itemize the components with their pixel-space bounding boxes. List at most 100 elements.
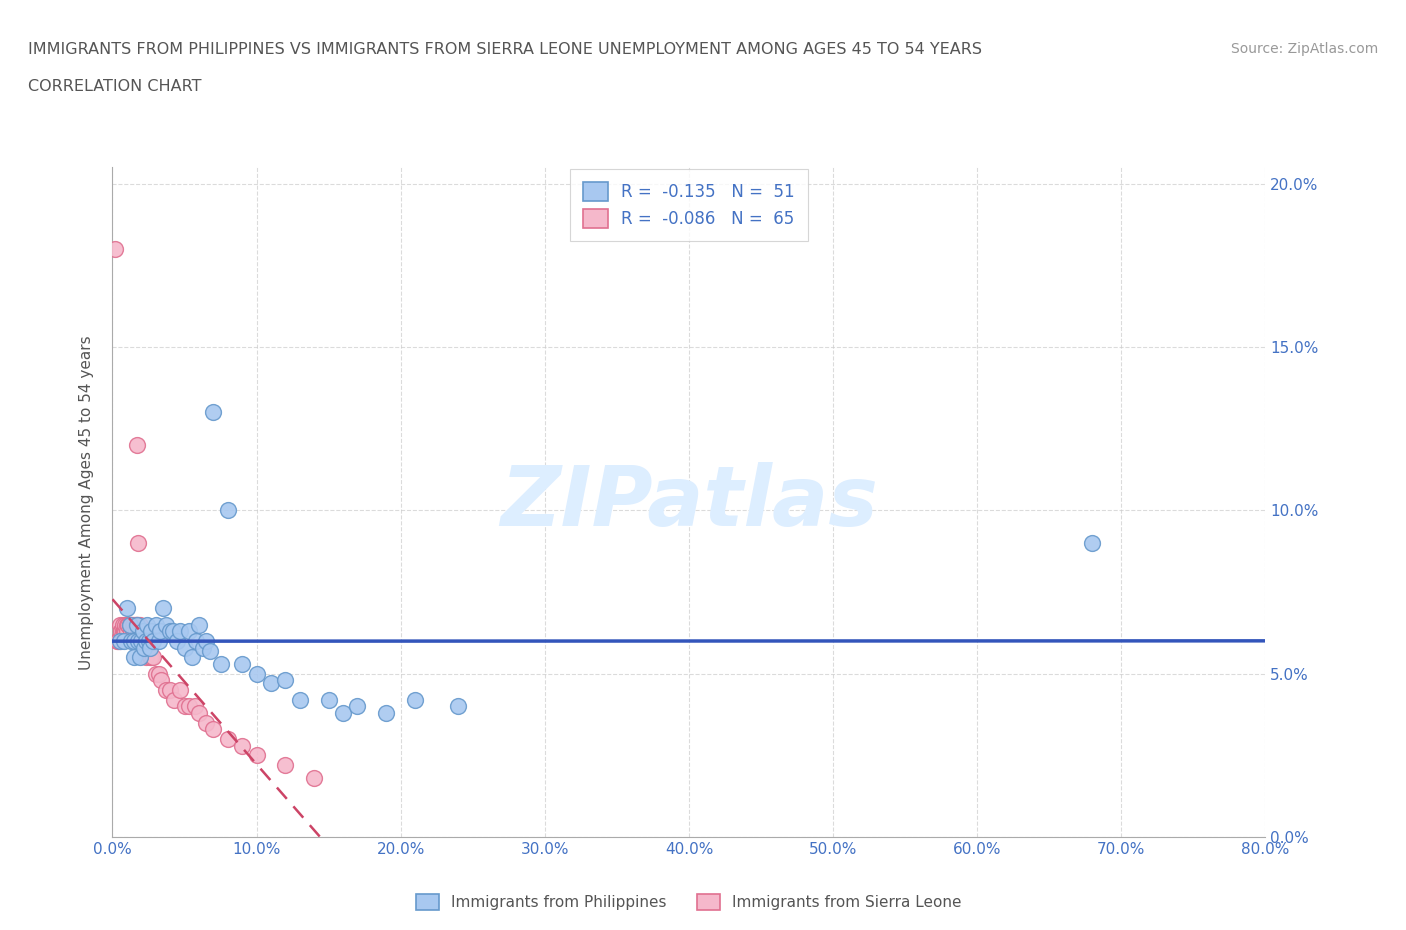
Point bbox=[110, 624, 132, 639]
Point bbox=[112, 633, 135, 648]
Point bbox=[1081, 536, 1104, 551]
Point bbox=[138, 640, 160, 655]
Point bbox=[120, 618, 142, 632]
Point bbox=[288, 692, 311, 707]
Point bbox=[177, 624, 200, 639]
Text: CORRELATION CHART: CORRELATION CHART bbox=[28, 79, 201, 94]
Point bbox=[209, 657, 232, 671]
Point bbox=[173, 640, 195, 655]
Point bbox=[134, 640, 156, 655]
Point bbox=[141, 624, 163, 639]
Point bbox=[193, 640, 215, 655]
Point bbox=[112, 624, 135, 639]
Point bbox=[155, 683, 177, 698]
Point bbox=[115, 601, 138, 616]
Point bbox=[135, 650, 157, 665]
Point bbox=[104, 242, 127, 257]
Point bbox=[138, 633, 160, 648]
Point bbox=[121, 624, 143, 639]
Point bbox=[129, 633, 153, 648]
Point bbox=[150, 672, 173, 687]
Point bbox=[115, 624, 138, 639]
Point bbox=[120, 624, 142, 639]
Point bbox=[127, 633, 149, 648]
Point bbox=[115, 618, 138, 632]
Point bbox=[145, 618, 167, 632]
Point bbox=[134, 633, 156, 648]
Point bbox=[245, 748, 267, 763]
Point bbox=[231, 657, 253, 671]
Point bbox=[127, 618, 149, 632]
Point bbox=[139, 650, 162, 665]
Point bbox=[142, 650, 165, 665]
Point bbox=[195, 633, 218, 648]
Point bbox=[346, 699, 368, 714]
Point bbox=[184, 633, 207, 648]
Point bbox=[139, 640, 162, 655]
Point bbox=[135, 633, 157, 648]
Point bbox=[148, 666, 170, 681]
Point bbox=[122, 624, 145, 639]
Point bbox=[169, 683, 191, 698]
Y-axis label: Unemployment Among Ages 45 to 54 years: Unemployment Among Ages 45 to 54 years bbox=[79, 335, 94, 670]
Point bbox=[200, 644, 222, 658]
Point bbox=[202, 405, 225, 419]
Point bbox=[108, 618, 131, 632]
Point bbox=[125, 618, 148, 632]
Point bbox=[332, 706, 354, 721]
Point bbox=[111, 618, 134, 632]
Point bbox=[127, 536, 149, 551]
Point bbox=[114, 618, 136, 632]
Point bbox=[136, 618, 159, 632]
Point bbox=[177, 699, 200, 714]
Point bbox=[124, 618, 146, 632]
Point bbox=[149, 624, 172, 639]
Point bbox=[231, 738, 253, 753]
Point bbox=[121, 618, 143, 632]
Point bbox=[111, 624, 134, 639]
Point bbox=[245, 666, 267, 681]
Point bbox=[141, 650, 163, 665]
Point bbox=[304, 771, 326, 786]
Point bbox=[180, 650, 202, 665]
Point bbox=[122, 633, 145, 648]
Point bbox=[129, 624, 153, 639]
Point bbox=[108, 633, 131, 648]
Point bbox=[447, 699, 470, 714]
Point bbox=[128, 624, 150, 639]
Point bbox=[217, 503, 239, 518]
Point bbox=[274, 758, 297, 773]
Point bbox=[110, 624, 132, 639]
Point bbox=[128, 650, 150, 665]
Point bbox=[169, 624, 191, 639]
Point bbox=[188, 618, 211, 632]
Text: Source: ZipAtlas.com: Source: ZipAtlas.com bbox=[1230, 42, 1378, 56]
Point bbox=[117, 618, 139, 632]
Point bbox=[195, 715, 218, 730]
Point bbox=[145, 666, 167, 681]
Point bbox=[142, 633, 165, 648]
Point bbox=[125, 618, 148, 632]
Point bbox=[217, 732, 239, 747]
Point bbox=[159, 683, 181, 698]
Point bbox=[173, 699, 195, 714]
Text: ZIPatlas: ZIPatlas bbox=[501, 461, 877, 543]
Point bbox=[124, 624, 146, 639]
Point bbox=[375, 706, 398, 721]
Point bbox=[122, 618, 145, 632]
Point bbox=[120, 618, 142, 632]
Point bbox=[136, 640, 159, 655]
Point bbox=[159, 624, 181, 639]
Point bbox=[125, 438, 148, 453]
Point bbox=[122, 650, 145, 665]
Point bbox=[107, 633, 129, 648]
Point bbox=[129, 624, 153, 639]
Point bbox=[128, 618, 150, 632]
Point bbox=[127, 624, 149, 639]
Point bbox=[114, 624, 136, 639]
Point bbox=[108, 633, 131, 648]
Point bbox=[118, 618, 141, 632]
Point bbox=[148, 633, 170, 648]
Point bbox=[118, 618, 141, 632]
Point bbox=[260, 676, 283, 691]
